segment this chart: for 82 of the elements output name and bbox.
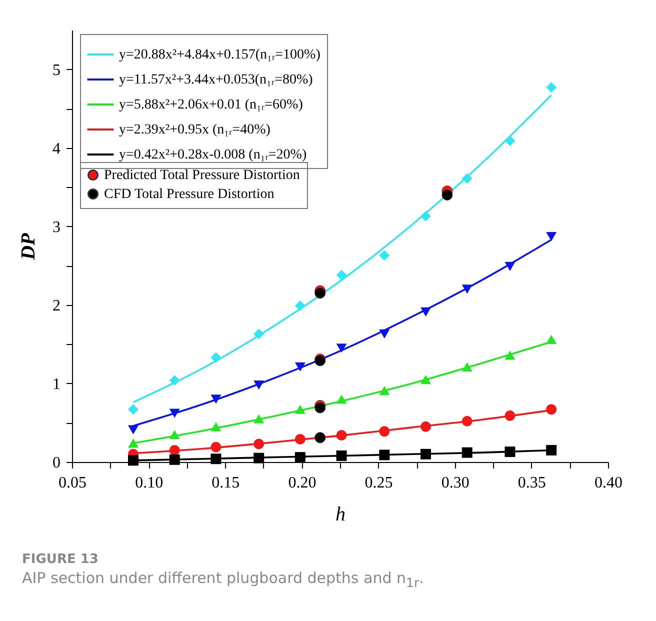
y-tick-label: 2 bbox=[52, 297, 60, 314]
legend-label: CFD Total Pressure Distortion bbox=[104, 187, 274, 202]
point bbox=[210, 394, 222, 404]
point bbox=[504, 410, 516, 421]
point bbox=[504, 446, 516, 458]
point bbox=[169, 430, 180, 440]
point bbox=[169, 454, 180, 465]
x-tick-label: 0.20 bbox=[288, 474, 316, 492]
x-tick-label: 0.05 bbox=[58, 474, 86, 492]
point bbox=[210, 352, 222, 363]
legend-label: y=5.88x²+2.06x+0.01 (n₁ᵣ=60%) bbox=[119, 98, 304, 112]
point bbox=[379, 329, 390, 339]
point bbox=[546, 444, 557, 456]
point bbox=[462, 284, 472, 294]
point bbox=[128, 455, 138, 466]
point bbox=[504, 350, 516, 360]
point bbox=[546, 334, 557, 344]
point bbox=[294, 434, 306, 444]
point bbox=[336, 450, 347, 461]
point bbox=[210, 442, 222, 452]
point bbox=[546, 404, 557, 415]
point bbox=[336, 344, 347, 353]
x-axis-title: h bbox=[336, 504, 346, 526]
point bbox=[546, 232, 557, 242]
point bbox=[294, 300, 306, 311]
point bbox=[336, 270, 347, 280]
point bbox=[504, 136, 516, 146]
point bbox=[420, 307, 432, 317]
text: AIP section under different plugboard depths and n$_{1r}$. bbox=[22, 569, 425, 590]
point bbox=[336, 430, 347, 441]
caption: FIGURE 13 bbox=[22, 552, 100, 567]
point bbox=[462, 173, 472, 184]
legend-label: y=2.39x²+0.95x (n₁ᵣ=40%) bbox=[119, 122, 271, 138]
point bbox=[462, 362, 472, 372]
y-tick-label: 0 bbox=[52, 454, 60, 472]
point bbox=[462, 447, 472, 458]
point bbox=[254, 438, 264, 450]
y-tick-label: 5 bbox=[52, 62, 60, 79]
y-tick-label: 1 bbox=[52, 376, 60, 393]
point bbox=[294, 362, 306, 372]
point bbox=[504, 262, 516, 271]
y-tick-label: 4 bbox=[52, 140, 60, 158]
point bbox=[254, 328, 264, 340]
x-tick-label: 0.10 bbox=[135, 474, 164, 492]
point bbox=[420, 374, 432, 384]
point bbox=[294, 452, 306, 463]
point bbox=[314, 402, 326, 414]
point bbox=[420, 210, 432, 222]
point bbox=[442, 189, 453, 200]
y-axis-title: DP bbox=[18, 232, 40, 261]
point bbox=[128, 404, 138, 415]
point bbox=[254, 380, 264, 390]
legend-label: y=20.88x²+4.84x+0.157(n₁ᵣ=100%) bbox=[119, 48, 321, 62]
x-tick-label: 0.35 bbox=[518, 474, 546, 492]
point bbox=[420, 421, 432, 432]
x-tick-label: 0.15 bbox=[212, 474, 240, 492]
point bbox=[336, 394, 347, 404]
point bbox=[254, 452, 264, 464]
point bbox=[379, 386, 390, 396]
point bbox=[254, 414, 264, 424]
point bbox=[169, 408, 180, 418]
point bbox=[210, 422, 222, 432]
point bbox=[420, 448, 432, 460]
legend-label: y=11.57x²+3.44x+0.053(n₁ᵣ=80%) bbox=[119, 72, 314, 88]
legend-label: Predicted Total Pressure Distortion bbox=[104, 168, 300, 183]
point bbox=[169, 444, 180, 456]
legend-label: y=0.42x²+0.28x-0.008 (n₁ᵣ=20%) bbox=[119, 148, 307, 162]
point bbox=[210, 454, 222, 464]
point bbox=[462, 416, 472, 426]
point bbox=[294, 404, 306, 414]
point bbox=[379, 450, 390, 460]
point bbox=[169, 375, 180, 386]
x-tick-label: 0.30 bbox=[441, 474, 470, 492]
point bbox=[546, 82, 557, 93]
point bbox=[128, 425, 138, 434]
y-tick-label: 3 bbox=[52, 218, 60, 236]
x-tick-label: 0.25 bbox=[364, 474, 393, 492]
point bbox=[128, 438, 138, 448]
point bbox=[379, 426, 390, 437]
point bbox=[379, 250, 390, 261]
point bbox=[314, 288, 326, 299]
x-tick-label: 0.40 bbox=[594, 474, 622, 492]
